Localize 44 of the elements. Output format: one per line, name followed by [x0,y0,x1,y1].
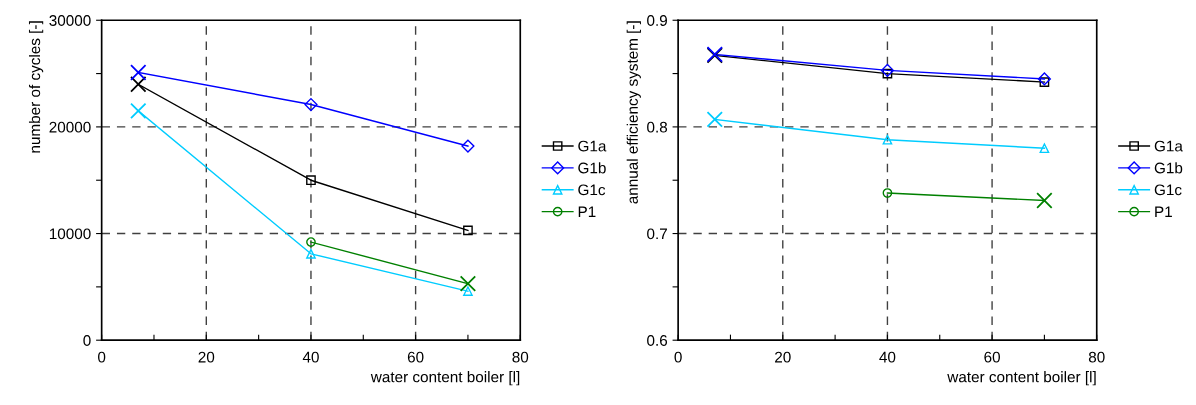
x-tick-label: 80 [1088,351,1105,363]
x-tick-label: 40 [879,351,896,363]
x-axis-title: water content boiler [l] [370,371,520,386]
point [880,63,895,77]
legend-label: G1c [578,184,606,196]
legend-label: G1b [578,162,606,174]
point [306,175,316,186]
point [463,286,473,297]
point [1037,72,1051,86]
y-axis-title: annual efficiency system [-] [626,21,641,204]
point [1039,143,1050,154]
y-tick-label: 10000 [49,228,91,240]
legend-label: G1c [1154,184,1182,196]
legend-label: P1 [1155,206,1172,217]
y-axis-title: number of cycles [-] [28,21,44,153]
x-tick-label: 20 [198,351,215,363]
point [461,139,475,153]
y-tick-label: 30000 [49,15,91,26]
point [1039,77,1050,87]
y-tick-label: 0.7 [647,228,667,240]
y-tick-label: 0 [83,335,91,346]
x-tick-label: 0 [98,351,106,363]
point [882,188,893,198]
y-tick-label: 0.9 [647,15,667,26]
legend-label: G1a [578,140,607,152]
legend-label: G1a [1154,140,1183,152]
x-tick-label: 0 [674,351,682,363]
x-tick-label: 60 [984,351,1000,363]
y-tick-label: 0.6 [647,335,668,346]
x-tick-label: 80 [512,351,529,363]
point [306,237,316,247]
y-tick-label: 0.8 [647,121,668,133]
x-tick-label: 20 [775,351,791,363]
point [463,225,473,236]
legend-label: G1b [1154,162,1183,174]
x-tick-label: 60 [407,351,424,363]
point [306,248,316,259]
point [882,68,893,79]
legend-label: P1 [578,206,596,217]
x-axis-title: water content boiler [l] [947,371,1096,386]
x-tick-label: 40 [302,351,319,363]
point [304,97,318,112]
point [882,134,893,145]
y-tick-label: 20000 [49,121,91,133]
